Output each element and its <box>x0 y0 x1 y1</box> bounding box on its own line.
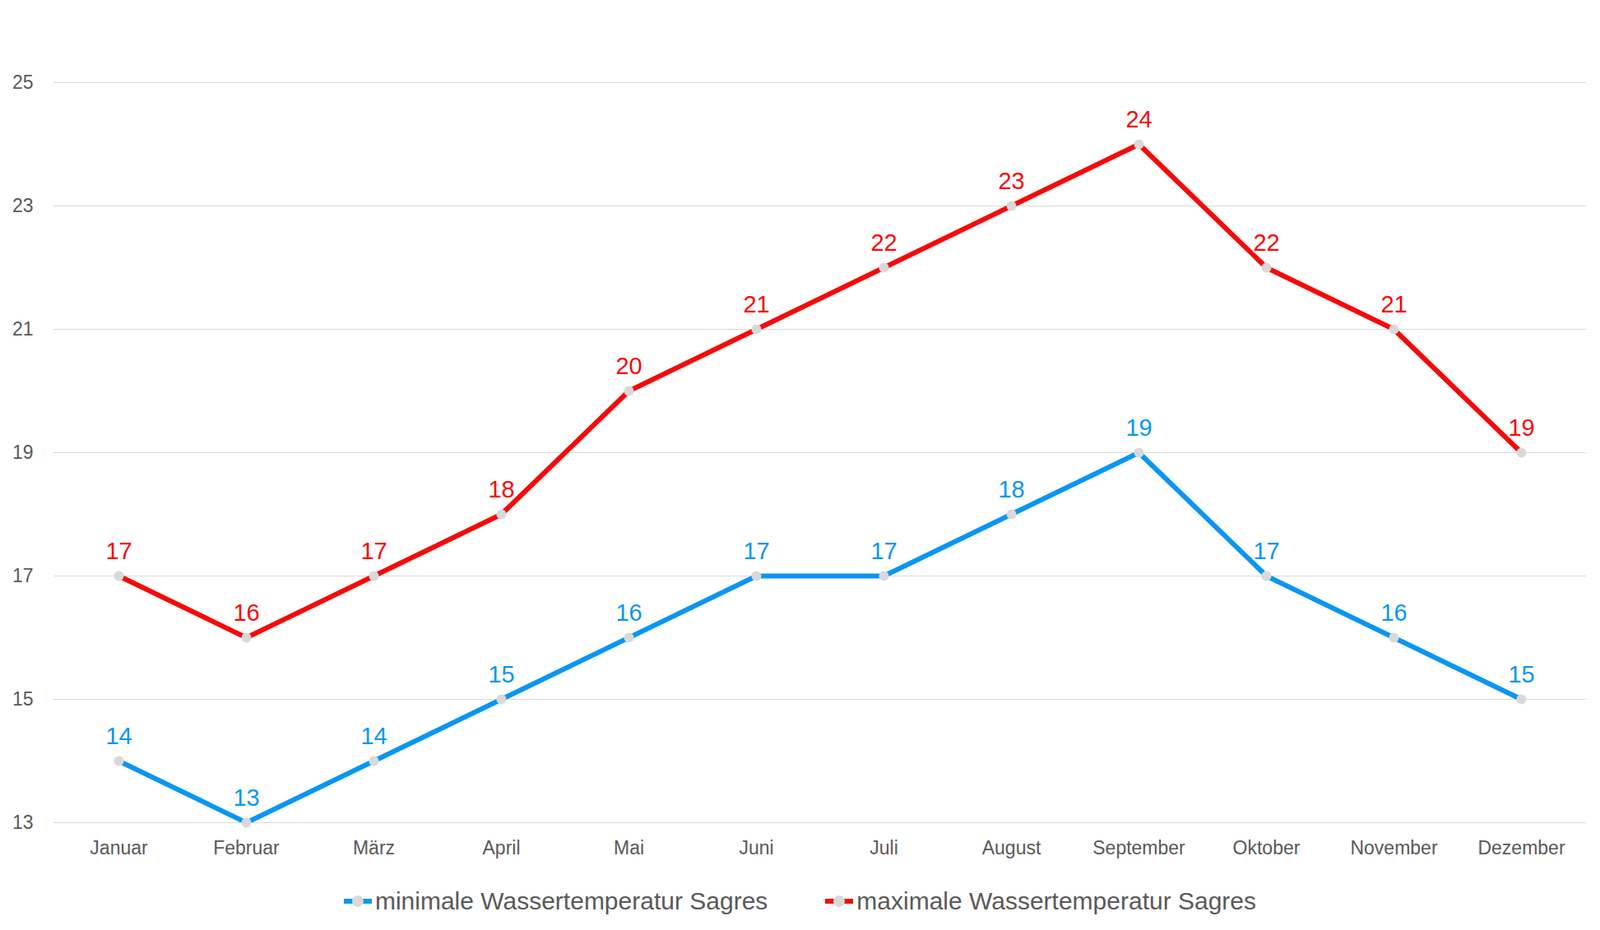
svg-text:22: 22 <box>1252 229 1280 256</box>
svg-text:Januar: Januar <box>89 837 149 859</box>
svg-text:13: 13 <box>12 811 34 834</box>
svg-text:17: 17 <box>360 537 387 565</box>
svg-text:21: 21 <box>742 291 770 318</box>
svg-text:15: 15 <box>487 661 515 688</box>
svg-text:19: 19 <box>12 441 34 464</box>
svg-text:20: 20 <box>615 352 642 380</box>
svg-text:16: 16 <box>232 599 260 627</box>
svg-text:17: 17 <box>1252 537 1280 565</box>
html-text:minimale Wassertemperatur Sagr: minimale Wassertemperatur Sagres <box>375 887 768 915</box>
svg-text:Dezember: Dezember <box>1477 837 1565 859</box>
svg-text:24: 24 <box>1125 106 1152 133</box>
svg-text:14: 14 <box>360 723 387 750</box>
html-text:maximale Wassertemperatur Sagr: maximale Wassertemperatur Sagres <box>856 887 1257 915</box>
svg-text:März: März <box>352 837 395 859</box>
svg-text:15: 15 <box>1507 661 1535 688</box>
svg-text:Februar: Februar <box>213 837 280 859</box>
svg-text:18: 18 <box>487 476 515 503</box>
svg-text:14: 14 <box>105 723 132 750</box>
svg-text:21: 21 <box>1380 291 1407 318</box>
svg-text:23: 23 <box>12 194 34 217</box>
svg-text:Mai: Mai <box>613 837 645 859</box>
svg-text:17: 17 <box>870 537 897 565</box>
svg-text:Juni: Juni <box>738 837 774 859</box>
svg-text:15: 15 <box>12 688 34 710</box>
svg-text:16: 16 <box>615 599 642 627</box>
svg-text:13: 13 <box>232 784 260 812</box>
svg-text:25: 25 <box>12 71 34 93</box>
svg-text:16: 16 <box>1380 599 1407 627</box>
svg-text:19: 19 <box>1507 414 1535 441</box>
svg-text:17: 17 <box>12 565 34 587</box>
svg-text:Juli: Juli <box>869 837 899 859</box>
svg-text:23: 23 <box>997 167 1025 195</box>
svg-text:Oktober: Oktober <box>1233 837 1301 859</box>
svg-text:April: April <box>482 837 520 859</box>
svg-text:22: 22 <box>870 229 897 256</box>
svg-text:November: November <box>1349 837 1438 859</box>
svg-text:September: September <box>1092 837 1186 859</box>
svg-text:August: August <box>982 837 1042 859</box>
svg-text:18: 18 <box>997 476 1025 503</box>
svg-text:17: 17 <box>742 537 770 565</box>
svg-text:21: 21 <box>12 318 34 340</box>
svg-text:17: 17 <box>105 537 132 565</box>
svg-text:19: 19 <box>1125 414 1152 441</box>
